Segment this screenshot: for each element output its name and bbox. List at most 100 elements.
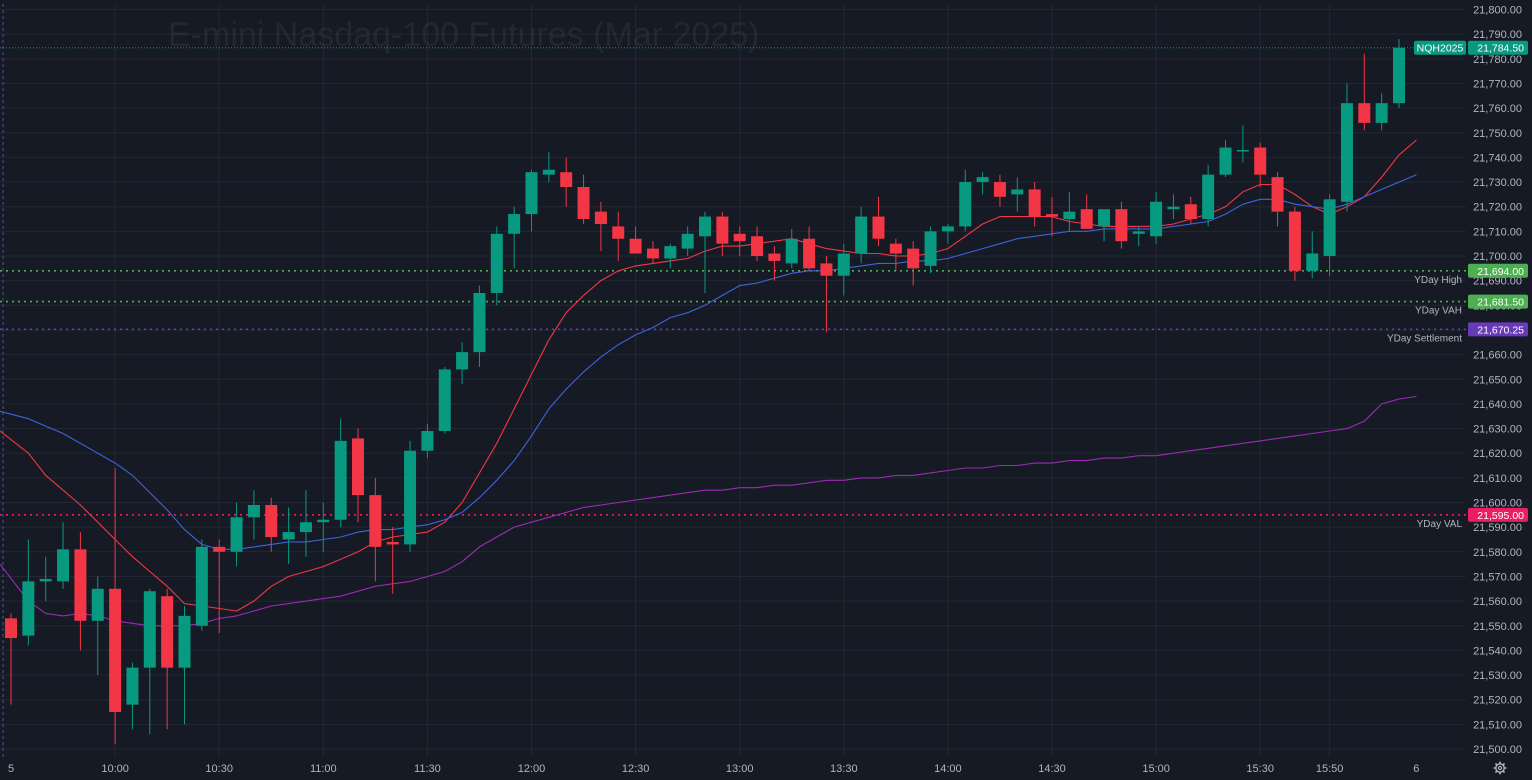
candle[interactable] <box>39 556 52 602</box>
candle[interactable] <box>1115 201 1128 249</box>
candle[interactable] <box>213 539 226 634</box>
candle[interactable] <box>1340 83 1353 212</box>
candle[interactable] <box>594 201 607 252</box>
candle[interactable] <box>907 241 920 286</box>
candle-body <box>733 233 746 242</box>
candle-body <box>352 438 364 496</box>
level-price-label: 21,595.00 <box>1477 510 1524 522</box>
candle[interactable] <box>1046 196 1058 237</box>
candle[interactable] <box>681 226 694 256</box>
candle[interactable] <box>837 243 850 296</box>
candle[interactable] <box>57 522 70 589</box>
gear-icon[interactable] <box>1493 761 1507 775</box>
candle[interactable] <box>889 238 902 271</box>
candle[interactable] <box>456 342 469 385</box>
candle[interactable] <box>941 223 954 244</box>
candle[interactable] <box>109 467 122 745</box>
time-axis[interactable]: 5 10:00 10:30 11:00 11:30 12:00 12:30 13:00 13:3… <box>8 763 1419 775</box>
candle[interactable] <box>629 226 642 254</box>
candle[interactable] <box>5 613 17 705</box>
candle[interactable] <box>664 243 677 269</box>
candle[interactable] <box>282 507 295 565</box>
candle[interactable] <box>1063 191 1076 232</box>
candle[interactable] <box>1254 142 1267 187</box>
candle[interactable] <box>317 502 330 552</box>
candle[interactable] <box>1219 140 1232 178</box>
candle[interactable] <box>993 174 1006 207</box>
candle[interactable] <box>855 206 868 264</box>
candle-body <box>924 231 937 266</box>
candle[interactable] <box>386 527 399 594</box>
candle[interactable] <box>1288 206 1301 281</box>
candle-body <box>664 246 677 259</box>
candle[interactable] <box>247 490 260 540</box>
candle[interactable] <box>924 226 937 274</box>
candle-body <box>1167 206 1180 210</box>
candle[interactable] <box>751 226 764 261</box>
candle[interactable] <box>161 588 174 730</box>
candle[interactable] <box>22 539 35 646</box>
candle[interactable] <box>195 539 208 631</box>
candle[interactable] <box>1011 177 1024 212</box>
candle[interactable] <box>1306 231 1319 279</box>
candle[interactable] <box>785 228 798 269</box>
candle[interactable] <box>1236 125 1249 163</box>
candle[interactable] <box>74 532 87 651</box>
y-tick-label: 21,630.00 <box>1473 424 1522 436</box>
candle[interactable] <box>1132 226 1145 247</box>
candle[interactable] <box>126 662 139 730</box>
candle[interactable] <box>91 576 104 676</box>
candle[interactable] <box>1393 39 1405 109</box>
candle[interactable] <box>1323 194 1336 276</box>
candle[interactable] <box>1375 93 1388 131</box>
candle[interactable] <box>959 169 972 232</box>
candle[interactable] <box>230 502 243 567</box>
candle[interactable] <box>1167 194 1180 220</box>
last-price-label: 21,784.50 <box>1477 43 1524 55</box>
y-tick-label: 21,760.00 <box>1473 103 1522 115</box>
candle[interactable] <box>976 172 989 195</box>
candle[interactable] <box>369 477 382 582</box>
candle[interactable] <box>699 211 711 293</box>
candle[interactable] <box>525 169 538 232</box>
candle[interactable] <box>508 206 521 269</box>
candle[interactable] <box>334 418 347 528</box>
candle[interactable] <box>178 606 191 725</box>
candle[interactable] <box>872 196 885 247</box>
price-axis[interactable]: 21,500.00 21,510.00 21,520.00 21,530.00 21,5… <box>1473 5 1522 757</box>
candle[interactable] <box>1080 194 1093 229</box>
candle[interactable] <box>404 440 417 552</box>
candle[interactable] <box>646 241 659 264</box>
candle[interactable] <box>265 497 278 552</box>
candle[interactable] <box>733 226 746 256</box>
candle-body <box>1323 199 1336 256</box>
candle[interactable] <box>1150 191 1163 244</box>
candle[interactable] <box>612 211 625 261</box>
candle[interactable] <box>577 174 590 224</box>
candle[interactable] <box>1202 164 1215 227</box>
candle[interactable] <box>560 157 573 207</box>
candle[interactable] <box>1358 53 1371 131</box>
candles[interactable] <box>5 39 1405 745</box>
candle[interactable] <box>820 256 833 333</box>
candle[interactable] <box>352 428 364 523</box>
candle[interactable] <box>768 246 781 281</box>
candle[interactable] <box>143 588 156 735</box>
candle[interactable] <box>438 366 451 434</box>
candle[interactable] <box>473 285 486 367</box>
candle[interactable] <box>1184 196 1197 224</box>
candle-body <box>1254 147 1267 175</box>
candle[interactable] <box>490 226 503 306</box>
candle[interactable] <box>1098 209 1111 242</box>
candle[interactable] <box>1271 172 1284 227</box>
candle-body <box>334 440 347 520</box>
candle[interactable] <box>542 152 555 183</box>
candle[interactable] <box>1028 182 1041 227</box>
candle[interactable] <box>421 423 434 459</box>
indicator-line-1 <box>0 139 1417 612</box>
candle[interactable] <box>299 490 312 557</box>
candle[interactable] <box>803 226 816 271</box>
candle[interactable] <box>716 211 729 256</box>
